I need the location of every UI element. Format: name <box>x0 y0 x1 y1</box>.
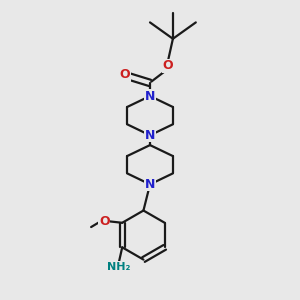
Text: NH₂: NH₂ <box>107 262 130 272</box>
Text: N: N <box>145 89 155 103</box>
Text: O: O <box>163 59 173 72</box>
Text: O: O <box>99 215 110 228</box>
Text: N: N <box>145 129 155 142</box>
Text: N: N <box>145 178 155 191</box>
Text: O: O <box>119 68 130 81</box>
